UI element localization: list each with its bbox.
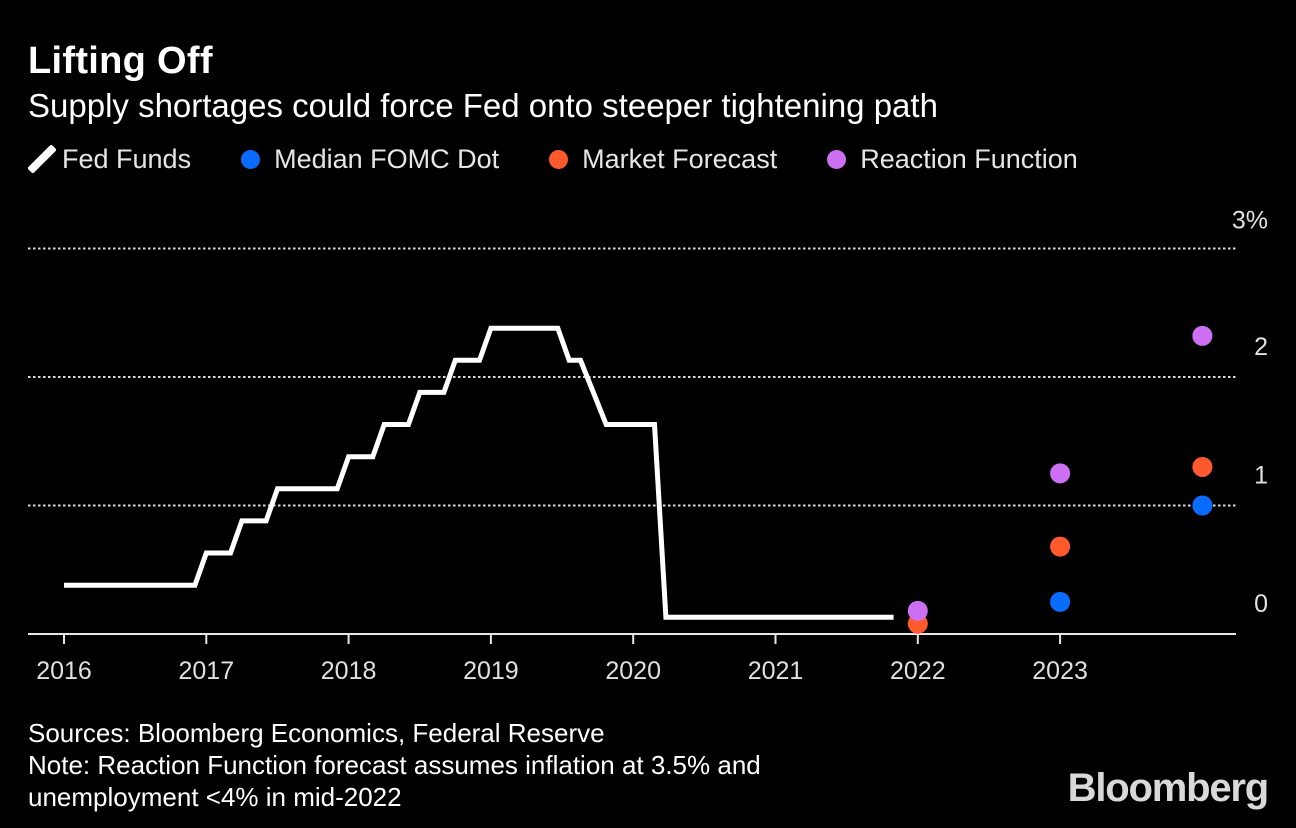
series-fed-funds-line bbox=[64, 325, 894, 620]
point-market-forecast-1 bbox=[1050, 536, 1071, 557]
orange-dot-icon bbox=[549, 149, 569, 169]
legend-label-reaction-function: Reaction Function bbox=[860, 143, 1078, 174]
footer: Sources: Bloomberg Economics, Federal Re… bbox=[28, 717, 761, 813]
point-median-fomc-dot-1 bbox=[1192, 495, 1213, 516]
x-tick-label-2020: 2020 bbox=[605, 657, 661, 685]
x-tick-label-2019: 2019 bbox=[463, 657, 519, 685]
x-tick-label-2018: 2018 bbox=[321, 657, 377, 685]
x-tick-label-2016: 2016 bbox=[36, 657, 92, 685]
legend-item-median-fomc: Median FOMC Dot bbox=[241, 144, 499, 175]
bloomberg-logo: Bloomberg bbox=[1067, 766, 1270, 810]
footer-note-line2: unemployment <4% in mid-2022 bbox=[28, 782, 402, 812]
x-tick-label-2023: 2023 bbox=[1032, 657, 1088, 685]
point-market-forecast-2 bbox=[1192, 456, 1213, 477]
y-tick-label-3: 3% bbox=[1232, 207, 1268, 235]
footer-note-line1: Note: Reaction Function forecast assumes… bbox=[28, 750, 761, 780]
point-median-fomc-dot-0 bbox=[1050, 591, 1071, 612]
y-tick-label-1: 1 bbox=[1254, 462, 1268, 490]
x-tick-label-2017: 2017 bbox=[178, 657, 234, 685]
point-reaction-function-0 bbox=[907, 600, 928, 621]
purple-dot-icon bbox=[827, 149, 847, 169]
blue-dot-icon bbox=[241, 149, 261, 169]
x-tick-label-2022: 2022 bbox=[890, 657, 946, 685]
legend: Fed Funds Median FOMC Dot Market Forecas… bbox=[27, 142, 1078, 176]
chart-title: Lifting Off bbox=[28, 40, 213, 82]
legend-label-market-forecast: Market Forecast bbox=[582, 143, 778, 174]
legend-item-market-forecast: Market Forecast bbox=[549, 144, 777, 175]
x-tick-label-2021: 2021 bbox=[748, 657, 804, 685]
point-reaction-function-1 bbox=[1050, 463, 1071, 484]
legend-item-fed-funds: Fed Funds bbox=[27, 142, 192, 176]
point-reaction-function-2 bbox=[1192, 325, 1213, 346]
chart-subtitle: Supply shortages could force Fed onto st… bbox=[28, 87, 938, 124]
y-tick-label-0: 0 bbox=[1254, 590, 1268, 618]
legend-label-fed-funds: Fed Funds bbox=[62, 143, 192, 174]
legend-item-reaction-function: Reaction Function bbox=[827, 144, 1078, 175]
y-tick-label-2: 2 bbox=[1254, 333, 1268, 361]
legend-label-median-fomc: Median FOMC Dot bbox=[274, 143, 500, 174]
footer-sources: Sources: Bloomberg Economics, Federal Re… bbox=[28, 718, 605, 748]
